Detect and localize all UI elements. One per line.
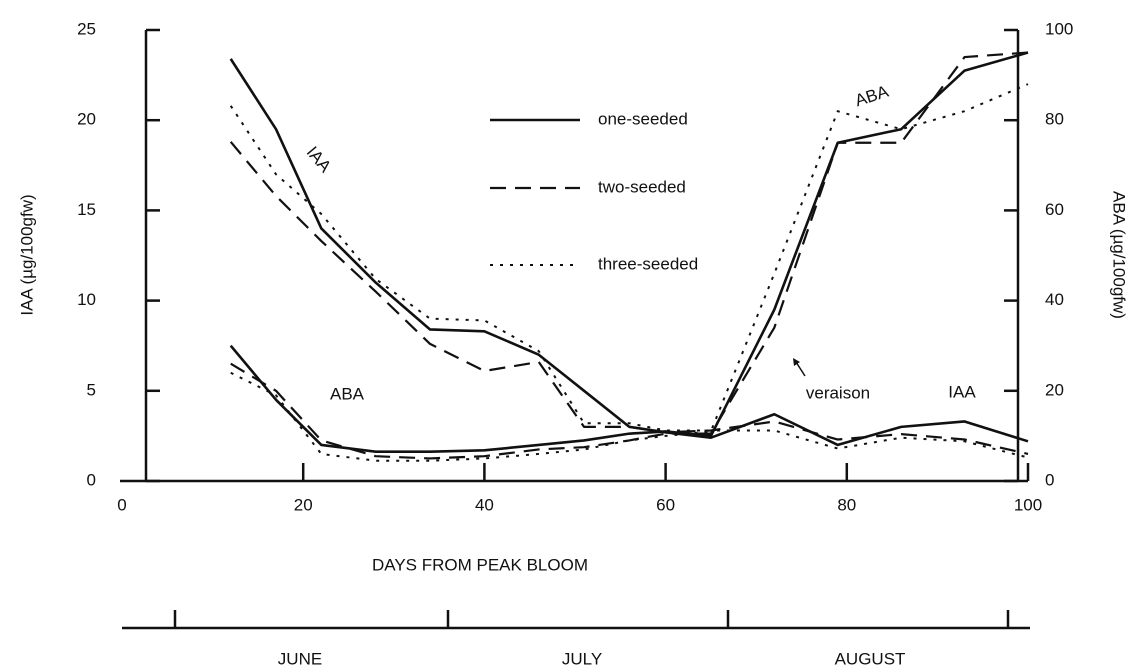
y2-tick-label: 80 — [1045, 110, 1064, 129]
y-tick-label: 15 — [77, 200, 96, 219]
x-axis-label: DAYS FROM PEAK BLOOM — [372, 555, 588, 574]
y-tick-label: 0 — [87, 470, 96, 489]
x-tick-label: 0 — [117, 495, 126, 514]
annotation: ABA — [330, 384, 365, 403]
y-axis-label: IAA (µg/100gfw) — [17, 194, 36, 315]
annotation: IAA — [948, 382, 976, 401]
x-tick-label: 60 — [656, 495, 675, 514]
series-line — [229, 51, 1029, 453]
y2-tick-label: 60 — [1045, 200, 1064, 219]
series-line — [229, 141, 1029, 456]
y-tick-label: 25 — [77, 19, 96, 38]
y2-tick-label: 100 — [1045, 19, 1073, 38]
x-tick-label: 80 — [837, 495, 856, 514]
annotation: veraison — [806, 383, 870, 402]
annotation-arrowhead — [793, 358, 800, 366]
legend-label: two-seeded — [598, 177, 686, 196]
series-line — [229, 105, 1029, 459]
series-line — [229, 58, 1029, 447]
month-label: JULY — [562, 649, 602, 668]
x-tick-label: 40 — [475, 495, 494, 514]
series-line — [230, 51, 1029, 460]
annotation: IAA — [303, 143, 336, 177]
x-tick-label: 20 — [294, 495, 313, 514]
y-tick-label: 20 — [77, 110, 96, 129]
y2-axis-label: ABA (µg/100gfw) — [1110, 191, 1129, 319]
y2-tick-label: 20 — [1045, 380, 1064, 399]
x-tick-label: 100 — [1014, 495, 1042, 514]
series-line — [230, 83, 1029, 462]
annotation-arrow — [795, 361, 806, 377]
legend-label: three-seeded — [598, 254, 698, 273]
y2-tick-label: 0 — [1045, 470, 1054, 489]
legend-label: one-seeded — [598, 109, 688, 128]
month-label: AUGUST — [835, 649, 906, 668]
month-label: JUNE — [278, 649, 322, 668]
y-tick-label: 5 — [87, 380, 96, 399]
annotation: ABA — [853, 82, 892, 111]
y-tick-label: 10 — [77, 290, 96, 309]
y2-tick-label: 40 — [1045, 290, 1064, 309]
